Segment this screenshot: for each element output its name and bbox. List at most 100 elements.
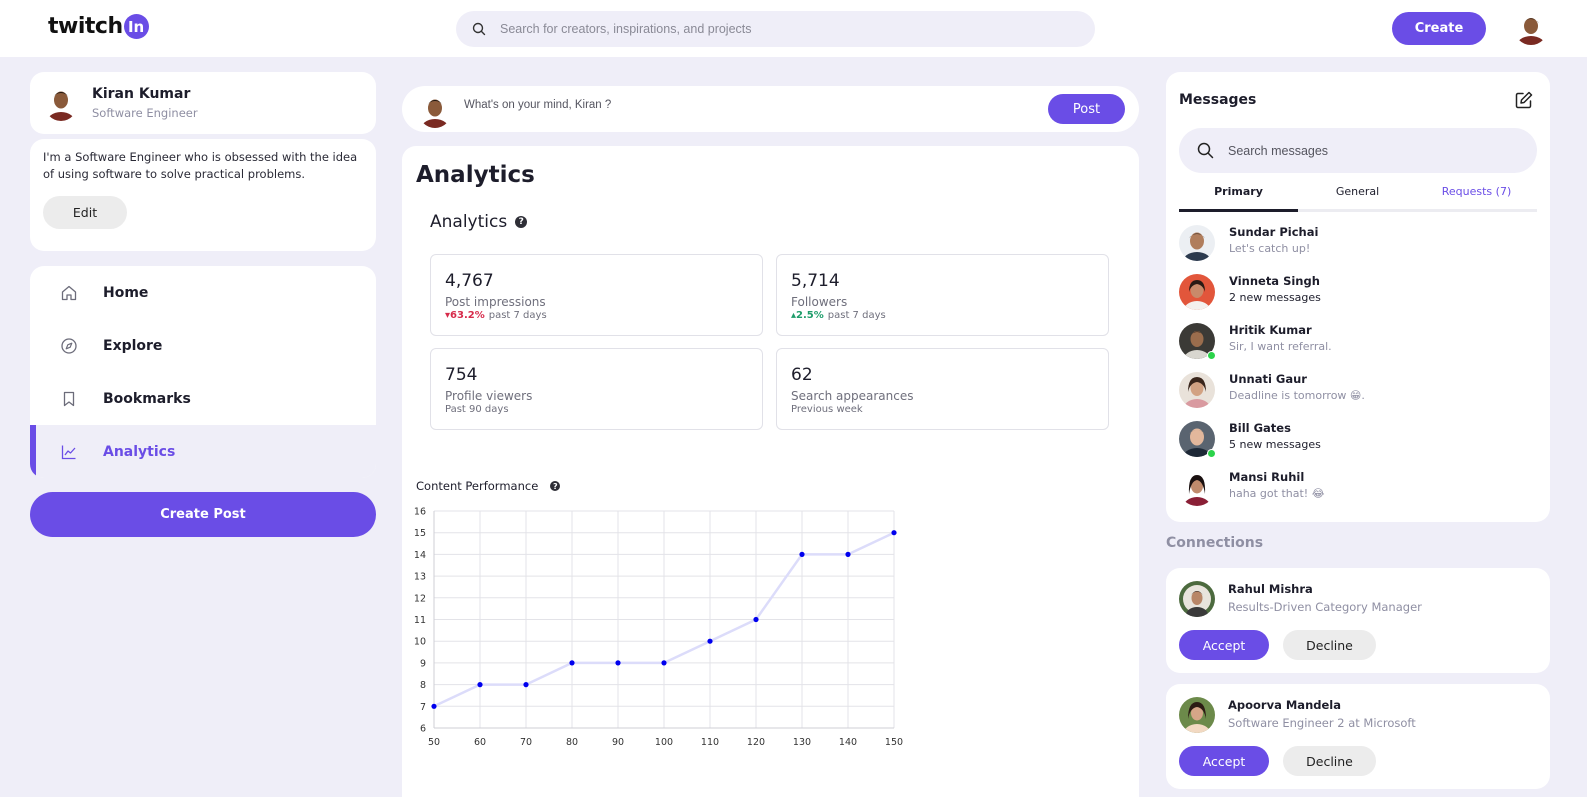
x-tick-label: 120 bbox=[747, 737, 765, 748]
accept-button[interactable]: Accept bbox=[1179, 746, 1269, 776]
content-performance-chart: 50 60 70 80 90 100 110 120 130 140 150 6 7 8 9 10 11 12 13… bbox=[414, 507, 903, 749]
x-tick-label: 90 bbox=[612, 737, 624, 748]
profile-bio-card: I'm a Software Engineer who is obsessed … bbox=[30, 139, 376, 251]
help-icon[interactable]: ? bbox=[550, 481, 561, 491]
y-tick-label: 6 bbox=[420, 724, 426, 735]
data-point bbox=[477, 682, 483, 688]
stat-followers[interactable]: 5,714 Followers ▴2.5% past 7 days bbox=[776, 254, 1109, 336]
x-tick-label: 100 bbox=[655, 737, 673, 748]
composer-avatar bbox=[418, 92, 452, 128]
y-tick-label: 12 bbox=[414, 593, 426, 604]
message-preview: Let's catch up! bbox=[1229, 242, 1311, 255]
edit-profile-button[interactable]: Edit bbox=[43, 196, 127, 229]
app-logo[interactable]: twitch In bbox=[48, 14, 149, 39]
sidebar-item-label: Explore bbox=[103, 337, 163, 354]
data-point bbox=[661, 660, 667, 666]
stat-label: Search appearances bbox=[791, 389, 914, 403]
contact-avatar bbox=[1179, 323, 1215, 359]
messages-tabs: Primary General Requests (7) bbox=[1179, 185, 1537, 212]
search-icon bbox=[472, 22, 486, 36]
composer-input[interactable] bbox=[464, 99, 1024, 111]
user-avatar[interactable] bbox=[1514, 11, 1548, 45]
profile-name: Kiran Kumar bbox=[92, 86, 191, 102]
tab-general[interactable]: General bbox=[1335, 185, 1380, 198]
online-indicator bbox=[1207, 449, 1216, 458]
global-search-input[interactable] bbox=[500, 22, 1060, 36]
messages-search-input[interactable] bbox=[1228, 143, 1518, 158]
stat-search-appearances[interactable]: 62 Search appearances Previous week bbox=[776, 348, 1109, 430]
contact-name: Mansi Ruhil bbox=[1229, 470, 1305, 484]
x-tick-label: 60 bbox=[474, 737, 486, 748]
stat-profile-viewers[interactable]: 754 Profile viewers Past 90 days bbox=[430, 348, 763, 430]
message-item[interactable]: Bill Gates 5 new messages bbox=[1179, 419, 1537, 465]
messages-search bbox=[1179, 128, 1537, 173]
create-button[interactable]: Create bbox=[1392, 12, 1486, 45]
contact-avatar bbox=[1179, 225, 1215, 261]
x-tick-label: 130 bbox=[793, 737, 811, 748]
sidebar-item-explore[interactable]: Explore bbox=[30, 319, 376, 372]
y-tick-label: 11 bbox=[414, 615, 426, 626]
x-tick-label: 70 bbox=[520, 737, 532, 748]
profile-avatar[interactable] bbox=[44, 84, 78, 121]
logo-text: twitch bbox=[48, 14, 123, 39]
stat-label: Followers bbox=[791, 295, 848, 309]
message-item[interactable]: Sundar Pichai Let's catch up! bbox=[1179, 223, 1537, 269]
profile-role: Software Engineer bbox=[92, 106, 198, 120]
profile-bio: I'm a Software Engineer who is obsessed … bbox=[43, 150, 358, 181]
stat-period: past 7 days bbox=[827, 310, 886, 321]
sidebar-item-bookmarks[interactable]: Bookmarks bbox=[30, 372, 376, 425]
y-tick-label: 15 bbox=[414, 528, 426, 539]
stat-value: 62 bbox=[791, 365, 813, 385]
sidebar-item-label: Home bbox=[103, 284, 149, 301]
contact-name: Bill Gates bbox=[1229, 421, 1291, 435]
compass-icon bbox=[61, 337, 77, 354]
y-tick-label: 8 bbox=[420, 680, 426, 691]
stat-period: past 7 days bbox=[488, 310, 547, 321]
logo-badge: In bbox=[123, 14, 149, 39]
data-point bbox=[799, 551, 805, 557]
profile-card: Kiran Kumar Software Engineer bbox=[30, 72, 376, 134]
post-button[interactable]: Post bbox=[1048, 94, 1125, 124]
connection-avatar[interactable] bbox=[1179, 581, 1215, 617]
stat-value: 5,714 bbox=[791, 271, 840, 291]
chart-title: Content Performance ? bbox=[416, 479, 561, 493]
analytics-panel: Analytics Analytics ? 4,767 Post impress… bbox=[402, 146, 1139, 797]
decline-button[interactable]: Decline bbox=[1283, 746, 1376, 776]
connection-avatar[interactable] bbox=[1179, 697, 1215, 733]
create-post-button[interactable]: Create Post bbox=[30, 492, 376, 537]
message-preview: Deadline is tomorrow 😁. bbox=[1229, 389, 1365, 402]
section-title-text: Analytics bbox=[430, 212, 508, 232]
tab-primary[interactable]: Primary bbox=[1179, 185, 1298, 212]
contact-name: Sundar Pichai bbox=[1229, 225, 1319, 239]
contact-avatar bbox=[1179, 372, 1215, 408]
sidebar-item-home[interactable]: Home bbox=[30, 266, 376, 319]
page-title: Analytics bbox=[416, 162, 535, 188]
stat-label: Profile viewers bbox=[445, 389, 533, 403]
message-item[interactable]: Hritik Kumar Sir, I want referral. bbox=[1179, 321, 1537, 367]
connection-request: Rahul Mishra Results-Driven Category Man… bbox=[1166, 568, 1550, 673]
message-preview: 5 new messages bbox=[1229, 438, 1321, 451]
decline-button[interactable]: Decline bbox=[1283, 630, 1376, 660]
accept-button[interactable]: Accept bbox=[1179, 630, 1269, 660]
home-icon bbox=[61, 285, 77, 300]
data-point bbox=[615, 660, 621, 666]
stat-change: ▾63.2% past 7 days bbox=[445, 310, 547, 321]
sidebar-item-analytics[interactable]: Analytics bbox=[30, 425, 376, 478]
message-preview: Sir, I want referral. bbox=[1229, 340, 1332, 353]
message-preview: haha got that! 😂 bbox=[1229, 487, 1325, 500]
help-icon[interactable]: ? bbox=[515, 216, 528, 228]
tab-requests[interactable]: Requests (7) bbox=[1441, 185, 1512, 198]
message-item[interactable]: Unnati Gaur Deadline is tomorrow 😁. bbox=[1179, 370, 1537, 416]
search-icon bbox=[1197, 142, 1214, 159]
connection-request: Apoorva Mandela Software Engineer 2 at M… bbox=[1166, 684, 1550, 789]
stat-post-impressions[interactable]: 4,767 Post impressions ▾63.2% past 7 day… bbox=[430, 254, 763, 336]
global-search bbox=[456, 11, 1095, 47]
compose-icon[interactable] bbox=[1514, 90, 1534, 110]
message-item[interactable]: Vinneta Singh 2 new messages bbox=[1179, 272, 1537, 318]
contact-name: Unnati Gaur bbox=[1229, 372, 1307, 386]
chart-line-icon bbox=[61, 445, 76, 459]
message-item[interactable]: Mansi Ruhil haha got that! 😂 bbox=[1179, 468, 1537, 514]
stat-value: 754 bbox=[445, 365, 478, 385]
contact-name: Hritik Kumar bbox=[1229, 323, 1312, 337]
x-tick-label: 110 bbox=[701, 737, 719, 748]
